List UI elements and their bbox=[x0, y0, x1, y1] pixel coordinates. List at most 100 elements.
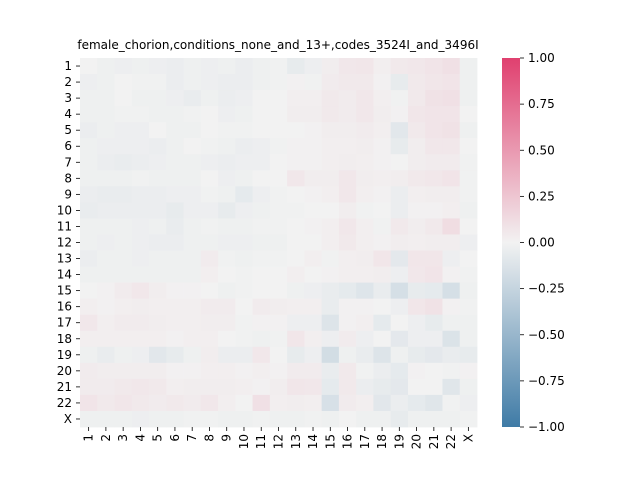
x-tick-label-6: 6 bbox=[168, 434, 182, 442]
heatmap-cell-16-5 bbox=[149, 298, 167, 316]
heatmap-cell-8-15 bbox=[321, 170, 340, 187]
heatmap-cell-19-10 bbox=[235, 346, 254, 364]
heatmap-cell-X-4 bbox=[131, 410, 150, 428]
heatmap-cell-5-6 bbox=[166, 122, 184, 139]
heatmap-cell-15-11 bbox=[252, 282, 271, 300]
heatmap-cell-19-12 bbox=[269, 346, 288, 364]
y-tick-label-5: 5 bbox=[64, 123, 72, 137]
heatmap-cell-19-1 bbox=[80, 346, 98, 364]
heatmap-cell-19-16 bbox=[338, 346, 357, 364]
heatmap-cell-2-8 bbox=[200, 74, 219, 91]
heatmap-cell-1-13 bbox=[287, 58, 305, 75]
heatmap-cell-17-2 bbox=[97, 314, 115, 332]
heatmap-cell-1-8 bbox=[200, 58, 219, 75]
heatmap-cell-3-16 bbox=[338, 90, 357, 107]
heatmap-cell-19-3 bbox=[114, 346, 133, 364]
heatmap-cell-21-5 bbox=[149, 378, 167, 396]
heatmap-cell-8-X bbox=[459, 170, 478, 187]
heatmap-cell-10-16 bbox=[338, 202, 357, 219]
heatmap-cell-10-6 bbox=[166, 202, 184, 219]
heatmap-cell-4-4 bbox=[131, 106, 150, 123]
heatmap-cell-14-6 bbox=[166, 266, 184, 284]
heatmap-cell-22-2 bbox=[97, 394, 115, 412]
heatmap-cell-10-22 bbox=[442, 202, 461, 219]
heatmap-cell-10-12 bbox=[269, 202, 288, 219]
heatmap-cell-X-X bbox=[459, 410, 478, 428]
heatmap-cell-6-5 bbox=[149, 138, 167, 155]
heatmap-cell-3-18 bbox=[373, 90, 392, 107]
heatmap-cell-22-5 bbox=[149, 394, 167, 412]
heatmap-cell-20-15 bbox=[321, 362, 340, 380]
heatmap-cell-16-14 bbox=[304, 298, 323, 316]
x-tick-label-4: 4 bbox=[133, 434, 147, 442]
heatmap-cell-18-14 bbox=[304, 330, 323, 348]
heatmap-cell-4-2 bbox=[97, 106, 115, 123]
heatmap-cell-17-3 bbox=[114, 314, 133, 332]
heatmap-cell-X-1 bbox=[80, 410, 98, 428]
heatmap-cell-17-10 bbox=[235, 314, 254, 332]
heatmap-cell-11-12 bbox=[269, 218, 288, 235]
heatmap-cell-21-21 bbox=[425, 378, 443, 396]
heatmap-cell-22-1 bbox=[80, 394, 98, 412]
heatmap-cell-6-20 bbox=[407, 138, 426, 155]
heatmap-cell-10-8 bbox=[200, 202, 219, 219]
heatmap-cell-22-18 bbox=[373, 394, 392, 412]
heatmap-cell-1-10 bbox=[235, 58, 254, 75]
heatmap-cell-9-13 bbox=[287, 186, 305, 203]
heatmap-cell-13-4 bbox=[131, 250, 150, 267]
heatmap-cell-21-1 bbox=[80, 378, 98, 396]
heatmap-cell-18-20 bbox=[407, 330, 426, 348]
heatmap-cell-20-14 bbox=[304, 362, 323, 380]
heatmap-cell-12-22 bbox=[442, 234, 461, 251]
heatmap-cell-6-15 bbox=[321, 138, 340, 155]
heatmap-cell-12-8 bbox=[200, 234, 219, 251]
heatmap-cell-8-19 bbox=[390, 170, 409, 187]
heatmap-cell-19-15 bbox=[321, 346, 340, 364]
heatmap-cell-10-17 bbox=[356, 202, 374, 219]
heatmap-cell-15-18 bbox=[373, 282, 392, 300]
y-tick-label-16: 16 bbox=[57, 300, 72, 314]
heatmap-cell-22-22 bbox=[442, 394, 461, 412]
heatmap-cell-13-3 bbox=[114, 250, 133, 267]
heatmap-cell-9-11 bbox=[252, 186, 271, 203]
heatmap-cell-20-3 bbox=[114, 362, 133, 380]
heatmap-cell-10-5 bbox=[149, 202, 167, 219]
heatmap-cell-22-20 bbox=[407, 394, 426, 412]
heatmap-cell-10-3 bbox=[114, 202, 133, 219]
heatmap-cell-2-10 bbox=[235, 74, 254, 91]
colorbar-tick-label-2: 0.50 bbox=[528, 143, 555, 157]
heatmap-cell-6-14 bbox=[304, 138, 323, 155]
heatmap-cell-13-7 bbox=[183, 250, 202, 267]
heatmap-cell-21-11 bbox=[252, 378, 271, 396]
heatmap-cell-3-3 bbox=[114, 90, 133, 107]
heatmap-cell-2-7 bbox=[183, 74, 202, 91]
heatmap-cell-X-7 bbox=[183, 410, 202, 428]
heatmap-cell-13-9 bbox=[218, 250, 236, 267]
heatmap-cell-3-8 bbox=[200, 90, 219, 107]
heatmap-cell-8-2 bbox=[97, 170, 115, 187]
colorbar-ticks: 1.00 0.75 0.50 0.25 0.00 −0.25 −0.50 −0.75 −1.00 bbox=[520, 51, 565, 434]
heatmap-cell-4-22 bbox=[442, 106, 461, 123]
heatmap-cell-5-11 bbox=[252, 122, 271, 139]
heatmap-cell-10-13 bbox=[287, 202, 305, 219]
heatmap-cell-8-18 bbox=[373, 170, 392, 187]
heatmap-cell-5-5 bbox=[149, 122, 167, 139]
heatmap-cell-6-13 bbox=[287, 138, 305, 155]
heatmap-cell-1-19 bbox=[390, 58, 409, 75]
heatmap-cell-21-17 bbox=[356, 378, 374, 396]
x-tick-label-12: 12 bbox=[272, 434, 286, 449]
heatmap-cell-22-15 bbox=[321, 394, 340, 412]
heatmap-cell-14-5 bbox=[149, 266, 167, 284]
heatmap-cell-18-7 bbox=[183, 330, 202, 348]
heatmap-cell-13-22 bbox=[442, 250, 461, 267]
heatmap-cell-20-2 bbox=[97, 362, 115, 380]
heatmap-cell-6-4 bbox=[131, 138, 150, 155]
heatmap-cell-4-20 bbox=[407, 106, 426, 123]
heatmap-cell-6-22 bbox=[442, 138, 461, 155]
heatmap-cell-4-8 bbox=[200, 106, 219, 123]
heatmap-cell-2-15 bbox=[321, 74, 340, 91]
heatmap-cell-7-15 bbox=[321, 154, 340, 171]
heatmap-cell-20-20 bbox=[407, 362, 426, 380]
heatmap-cell-17-12 bbox=[269, 314, 288, 332]
heatmap-cell-12-5 bbox=[149, 234, 167, 251]
